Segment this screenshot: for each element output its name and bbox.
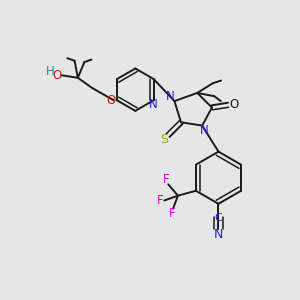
Text: H: H bbox=[46, 65, 55, 78]
Text: F: F bbox=[169, 207, 176, 220]
Text: N: N bbox=[166, 90, 175, 103]
Text: O: O bbox=[52, 69, 62, 82]
Text: O: O bbox=[106, 94, 116, 107]
Text: F: F bbox=[156, 194, 163, 207]
Text: N: N bbox=[149, 98, 158, 111]
Text: N: N bbox=[200, 124, 208, 137]
Text: S: S bbox=[160, 133, 168, 146]
Text: F: F bbox=[163, 173, 170, 186]
Text: N: N bbox=[214, 228, 223, 241]
Text: O: O bbox=[230, 98, 239, 112]
Text: C: C bbox=[214, 213, 222, 223]
